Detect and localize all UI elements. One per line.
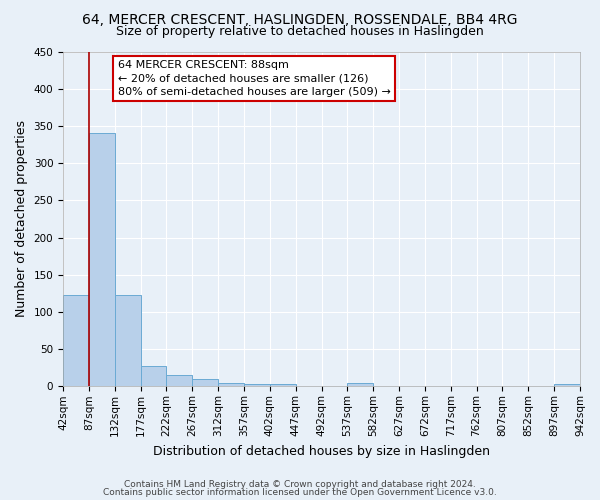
- Text: Contains HM Land Registry data © Crown copyright and database right 2024.: Contains HM Land Registry data © Crown c…: [124, 480, 476, 489]
- Bar: [166, 375, 192, 386]
- Bar: [63, 295, 89, 386]
- Bar: [347, 382, 373, 386]
- Text: Size of property relative to detached houses in Haslingden: Size of property relative to detached ho…: [116, 25, 484, 38]
- Text: 64, MERCER CRESCENT, HASLINGDEN, ROSSENDALE, BB4 4RG: 64, MERCER CRESCENT, HASLINGDEN, ROSSEND…: [82, 12, 518, 26]
- Bar: [140, 366, 166, 386]
- Bar: [244, 384, 270, 386]
- Text: Contains public sector information licensed under the Open Government Licence v3: Contains public sector information licen…: [103, 488, 497, 497]
- Bar: [554, 384, 580, 386]
- Bar: [89, 134, 115, 386]
- X-axis label: Distribution of detached houses by size in Haslingden: Distribution of detached houses by size …: [153, 444, 490, 458]
- Text: 64 MERCER CRESCENT: 88sqm
← 20% of detached houses are smaller (126)
80% of semi: 64 MERCER CRESCENT: 88sqm ← 20% of detac…: [118, 60, 391, 97]
- Bar: [115, 295, 140, 386]
- Bar: [192, 379, 218, 386]
- Bar: [218, 382, 244, 386]
- Bar: [270, 384, 296, 386]
- Y-axis label: Number of detached properties: Number of detached properties: [15, 120, 28, 318]
